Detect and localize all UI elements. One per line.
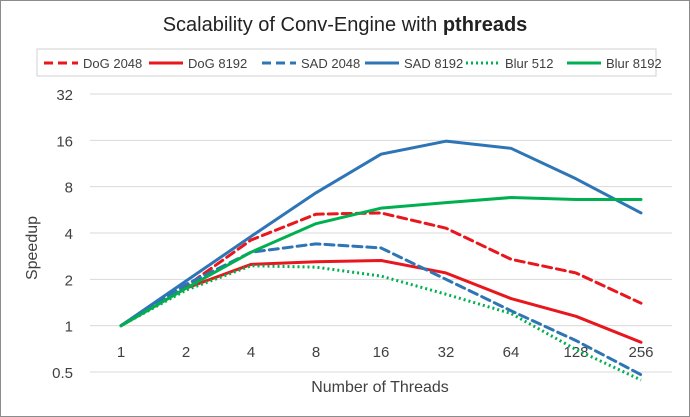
y-axis-ticks: 0.5 1 2 4 8 16 32 bbox=[52, 87, 73, 382]
x-tick-label: 256 bbox=[628, 344, 653, 361]
y-tick-label: 1 bbox=[65, 319, 73, 336]
y-tick-label: 16 bbox=[56, 133, 73, 150]
x-tick-label: 1 bbox=[117, 344, 125, 361]
y-tick-label: 8 bbox=[65, 180, 73, 197]
series-line bbox=[119, 259, 643, 344]
series-line bbox=[119, 242, 643, 377]
x-tick-label: 4 bbox=[247, 344, 255, 361]
y-tick-label: 4 bbox=[65, 226, 73, 243]
legend: DoG 2048 DoG 8192 SAD 2048 SAD 8192 Blur 512… bbox=[44, 56, 662, 71]
chart-title: Scalability of Conv-Engine with pthreads bbox=[163, 14, 528, 36]
x-tick-label: 128 bbox=[563, 344, 588, 361]
x-tick-label: 32 bbox=[438, 344, 455, 361]
y-tick-label: 32 bbox=[56, 87, 73, 104]
legend-label: SAD 8192 bbox=[404, 56, 463, 71]
y-tick-label: 0.5 bbox=[52, 365, 73, 382]
legend-label: SAD 2048 bbox=[301, 56, 360, 71]
series-line bbox=[119, 211, 643, 328]
legend-label: DoG 2048 bbox=[83, 56, 142, 71]
grid bbox=[90, 93, 672, 373]
series-line bbox=[119, 139, 643, 328]
x-tick-label: 64 bbox=[503, 344, 520, 361]
y-tick-label: 2 bbox=[65, 272, 73, 289]
chart-title-bold: pthreads bbox=[443, 14, 527, 36]
x-axis-ticks: 1 2 4 8 16 32 64 128 256 bbox=[117, 344, 654, 361]
x-tick-label: 8 bbox=[312, 344, 320, 361]
legend-box bbox=[36, 48, 657, 77]
legend-label: Blur 8192 bbox=[606, 56, 662, 71]
y-axis-label: Speedup bbox=[24, 216, 41, 280]
x-axis-label: Number of Threads bbox=[311, 379, 449, 396]
x-tick-label: 16 bbox=[373, 344, 390, 361]
legend-label: Blur 512 bbox=[505, 56, 553, 71]
chart-title-prefix: Scalability of Conv-Engine with bbox=[163, 14, 443, 36]
series-lines bbox=[119, 139, 643, 382]
x-tick-label: 2 bbox=[182, 344, 190, 361]
legend-label: DoG 8192 bbox=[188, 56, 247, 71]
series-line bbox=[119, 196, 643, 328]
